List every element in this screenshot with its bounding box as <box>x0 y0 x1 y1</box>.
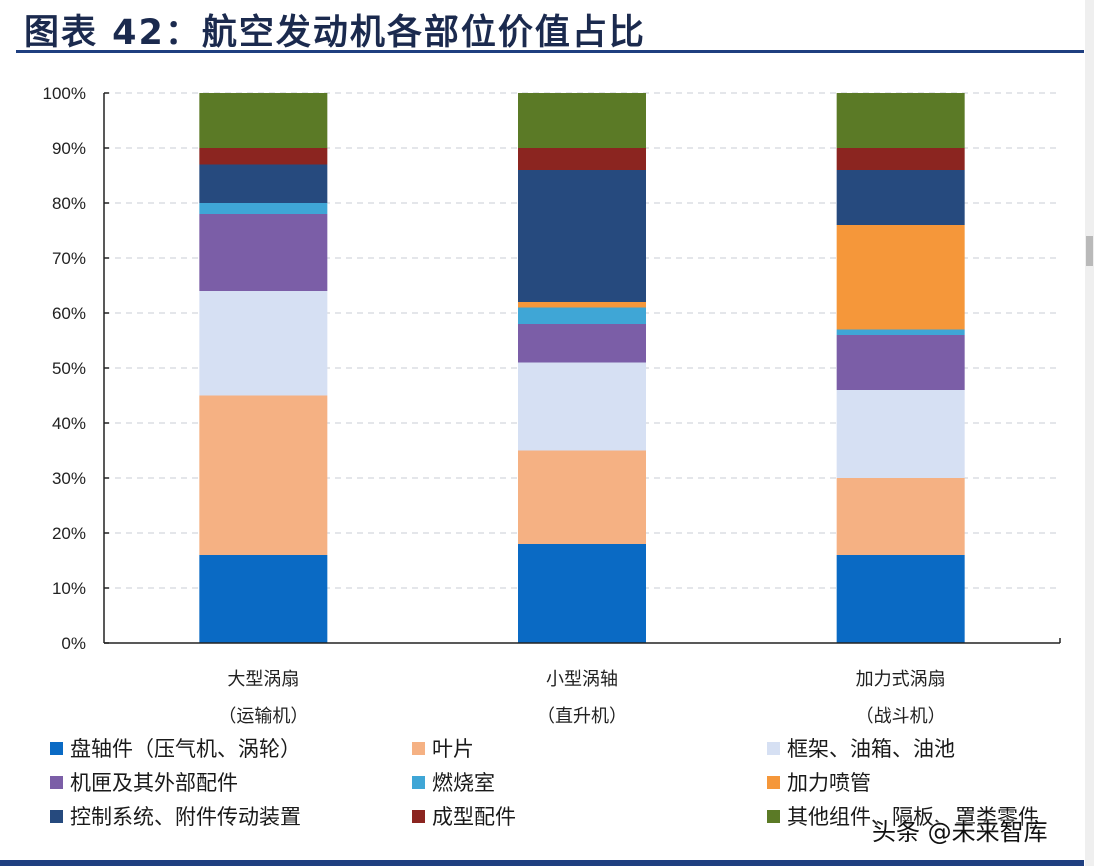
bar-segment <box>836 478 965 555</box>
bar-segment <box>199 214 328 291</box>
bar-segment <box>518 362 646 451</box>
bar-segment <box>836 390 965 478</box>
legend-item: 加力喷管 <box>767 767 871 797</box>
bottom-divider <box>0 860 1084 866</box>
legend-swatch <box>767 741 780 755</box>
chart-title: 图表 42：航空发动机各部位价值占比 <box>24 13 646 53</box>
legend-label: 框架、油箱、油池 <box>787 737 955 761</box>
vertical-scrollbar[interactable] <box>1085 0 1094 866</box>
bar-segment <box>199 148 328 165</box>
legend-item: 成型配件 <box>412 801 516 831</box>
bar-segment <box>518 544 646 643</box>
legend-swatch <box>767 809 780 823</box>
legend-swatch <box>50 809 63 823</box>
bar-segment <box>836 225 965 330</box>
scrollbar-thumb[interactable] <box>1086 236 1093 266</box>
bar-segment <box>518 324 646 363</box>
bar-segment <box>836 329 965 335</box>
bar-segment <box>518 93 646 148</box>
bar-segment <box>199 395 328 555</box>
y-tick-label: 50% <box>52 359 86 378</box>
axis-labels: 0% 10% 20% 30% 40% 50% 60% 70% 80% 90% 100% 大型涡扇 （运输… <box>43 84 946 727</box>
bar-segment <box>836 148 965 170</box>
legend-label: 加力喷管 <box>787 771 871 795</box>
watermark: 头条 @未来智库 <box>872 818 1048 846</box>
bar-segment <box>836 93 965 148</box>
axes <box>103 92 1061 644</box>
bar-segment <box>518 148 646 170</box>
x-category-sublabel: （直升机） <box>537 706 627 727</box>
bar-segment <box>518 307 646 324</box>
bar-segment <box>518 302 646 308</box>
y-tick-label: 70% <box>52 249 86 268</box>
bars <box>199 93 965 643</box>
bar-segment <box>199 555 328 643</box>
legend-swatch <box>767 775 780 789</box>
legend-item: 盘轴件（压气机、涡轮） <box>50 733 301 763</box>
legend-item: 框架、油箱、油池 <box>767 733 955 763</box>
bar-segment <box>836 335 965 390</box>
y-tick-label: 0% <box>61 634 86 653</box>
legend-item: 其他组件、隔板、罩类零件 <box>767 801 1039 831</box>
legend-swatch <box>412 775 425 789</box>
x-category-sublabel: （战斗机） <box>856 706 946 727</box>
bar-segment <box>199 203 328 214</box>
title-divider <box>16 50 1084 53</box>
legend-label: 控制系统、附件传动装置 <box>70 805 301 829</box>
bar-segment <box>518 170 646 302</box>
legend-label: 成型配件 <box>432 805 516 829</box>
legend-item: 机匣及其外部配件 <box>50 767 238 797</box>
y-tick-label: 20% <box>52 524 86 543</box>
legend-item: 控制系统、附件传动装置 <box>50 801 301 831</box>
legend-label: 其他组件、隔板、罩类零件 <box>787 805 1039 829</box>
x-category-sublabel: （运输机） <box>218 706 308 727</box>
legend-label: 燃烧室 <box>432 771 495 795</box>
y-tick-label: 80% <box>52 194 86 213</box>
legend-swatch <box>50 775 63 789</box>
legend-swatch <box>50 741 63 755</box>
bar-segment <box>518 450 646 544</box>
bar-segment <box>836 555 965 643</box>
legend-swatch <box>412 741 425 755</box>
x-category-label: 小型涡轴 <box>546 669 618 690</box>
legend-label: 机匣及其外部配件 <box>70 771 238 795</box>
x-category-label: 加力式涡扇 <box>856 669 946 690</box>
y-tick-label: 40% <box>52 414 86 433</box>
bar-segment <box>199 164 328 203</box>
x-category-label: 大型涡扇 <box>227 669 299 690</box>
legend-label: 叶片 <box>432 737 474 761</box>
y-tick-label: 30% <box>52 469 86 488</box>
y-tick-label: 60% <box>52 304 86 323</box>
legend-label: 盘轴件（压气机、涡轮） <box>70 737 301 761</box>
legend-swatch <box>412 809 425 823</box>
legend-item: 叶片 <box>412 733 474 763</box>
bar-segment <box>199 291 328 396</box>
y-tick-label: 10% <box>52 579 86 598</box>
bar-segment <box>199 93 328 148</box>
legend-item: 燃烧室 <box>412 767 495 797</box>
y-tick-label: 100% <box>43 84 86 103</box>
bar-segment <box>836 170 965 225</box>
y-tick-label: 90% <box>52 139 86 158</box>
